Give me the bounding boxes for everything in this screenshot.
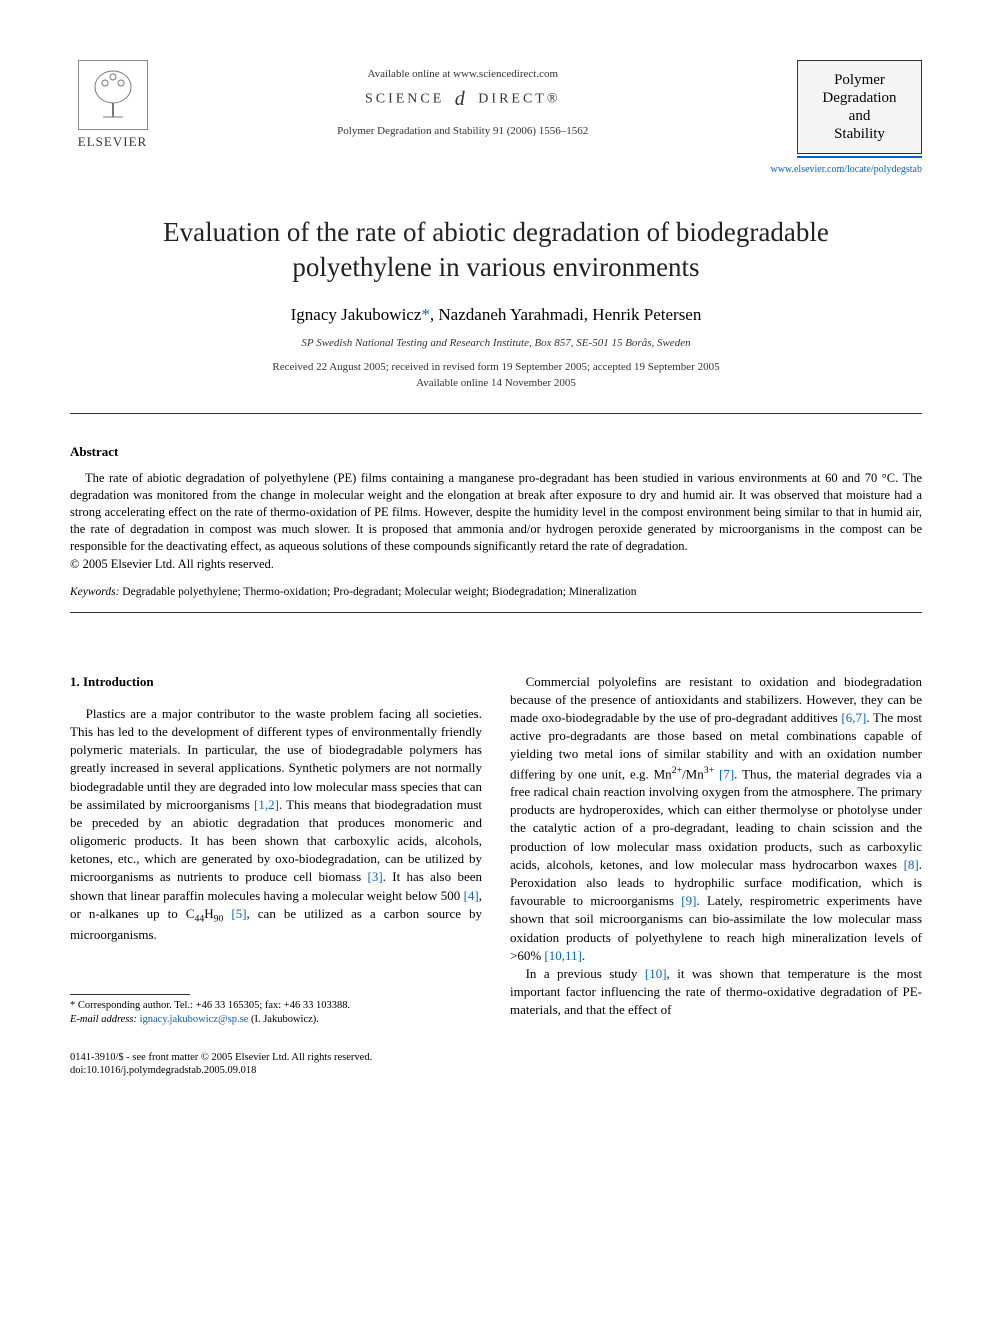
sd-text-right: DIRECT® xyxy=(478,92,560,107)
body-paragraph: Commercial polyolefins are resistant to … xyxy=(510,673,922,965)
superscript: 2+ xyxy=(672,765,682,776)
journal-name-line: Degradation xyxy=(802,89,917,107)
journal-reference: Polymer Degradation and Stability 91 (20… xyxy=(155,125,770,137)
author-list: Ignacy Jakubowicz*, Nazdaneh Yarahmadi, … xyxy=(291,305,702,324)
abstract-section: Abstract The rate of abiotic degradation… xyxy=(70,444,922,571)
journal-box: Polymer Degradation and Stability xyxy=(797,60,922,154)
sd-text-left: SCIENCE xyxy=(365,92,444,107)
right-column: Commercial polyolefins are resistant to … xyxy=(510,673,922,1027)
corresponding-star-icon: * xyxy=(421,305,430,324)
citation-link[interactable]: [10] xyxy=(645,966,667,981)
keywords-text: Degradable polyethylene; Thermo-oxidatio… xyxy=(122,586,636,598)
citation-link[interactable]: [4] xyxy=(464,888,479,903)
citation-link[interactable]: [6,7] xyxy=(841,710,866,725)
sd-swirl-icon: d xyxy=(455,88,468,111)
text-run: . Thus, the material degrades via a free… xyxy=(510,766,922,872)
available-online-text: Available online at www.sciencedirect.co… xyxy=(155,68,770,80)
section-heading: 1. Introduction xyxy=(70,673,482,691)
journal-box-column: Polymer Degradation and Stability www.el… xyxy=(770,60,922,175)
email-link[interactable]: ignacy.jakubowicz@sp.se xyxy=(140,1014,249,1025)
rule xyxy=(70,612,922,613)
citation-link[interactable]: [10,11] xyxy=(544,948,581,963)
journal-link[interactable]: www.elsevier.com/locate/polydegstab xyxy=(770,164,922,175)
abstract-text: The rate of abiotic degradation of polye… xyxy=(70,470,922,554)
doi-line: doi:10.1016/j.polymdegradstab.2005.09.01… xyxy=(70,1064,922,1078)
journal-box-rule xyxy=(797,156,922,158)
article-title: Evaluation of the rate of abiotic degrad… xyxy=(110,215,882,285)
issn-line: 0141-3910/$ - see front matter © 2005 El… xyxy=(70,1051,922,1065)
citation-link[interactable]: [1,2] xyxy=(254,797,279,812)
email-who: (I. Jakubowicz). xyxy=(251,1014,319,1025)
center-header: Available online at www.sciencedirect.co… xyxy=(155,60,770,137)
corresponding-author-footnote: * Corresponding author. Tel.: +46 33 165… xyxy=(70,999,482,1013)
citation-link[interactable]: [7] xyxy=(719,766,734,781)
publisher-name: ELSEVIER xyxy=(78,134,147,150)
science-direct-logo: SCIENCE d DIRECT® xyxy=(155,88,770,111)
authors: Ignacy Jakubowicz*, Nazdaneh Yarahmadi, … xyxy=(70,305,922,325)
text-run: In a previous study xyxy=(526,966,645,981)
elsevier-tree-icon xyxy=(78,60,148,130)
publisher-logo: ELSEVIER xyxy=(70,60,155,150)
keywords-label: Keywords: xyxy=(70,586,119,598)
copyright: © 2005 Elsevier Ltd. All rights reserved… xyxy=(70,557,922,572)
available-online-date: Available online 14 November 2005 xyxy=(70,377,922,389)
citation-link[interactable]: [9] xyxy=(681,893,696,908)
subscript: 90 xyxy=(214,913,224,924)
affiliation: SP Swedish National Testing and Research… xyxy=(70,337,922,349)
footer: 0141-3910/$ - see front matter © 2005 El… xyxy=(70,1051,922,1078)
footnote-rule xyxy=(70,994,190,995)
rule xyxy=(70,413,922,414)
left-column: 1. Introduction Plastics are a major con… xyxy=(70,673,482,1027)
body-columns: 1. Introduction Plastics are a major con… xyxy=(70,673,922,1027)
body-paragraph: In a previous study [10], it was shown t… xyxy=(510,965,922,1020)
citation-link[interactable]: [8] xyxy=(904,857,919,872)
email-label: E-mail address: xyxy=(70,1014,137,1025)
superscript: 3+ xyxy=(704,765,714,776)
abstract-heading: Abstract xyxy=(70,444,922,460)
header-row: ELSEVIER Available online at www.science… xyxy=(70,60,922,175)
email-footnote: E-mail address: ignacy.jakubowicz@sp.se … xyxy=(70,1013,482,1027)
journal-name-line: Polymer xyxy=(802,71,917,89)
citation-link[interactable]: [5] xyxy=(231,906,246,921)
keywords: Keywords: Degradable polyethylene; Therm… xyxy=(70,586,922,598)
journal-name-line: and xyxy=(802,107,917,125)
text-run: . xyxy=(582,948,585,963)
text-run: H xyxy=(204,906,213,921)
received-dates: Received 22 August 2005; received in rev… xyxy=(70,361,922,373)
body-paragraph: Plastics are a major contributor to the … xyxy=(70,705,482,944)
journal-name-line: Stability xyxy=(802,125,917,143)
citation-link[interactable]: [3] xyxy=(368,869,383,884)
text-run: /Mn xyxy=(682,766,704,781)
subscript: 44 xyxy=(194,913,204,924)
